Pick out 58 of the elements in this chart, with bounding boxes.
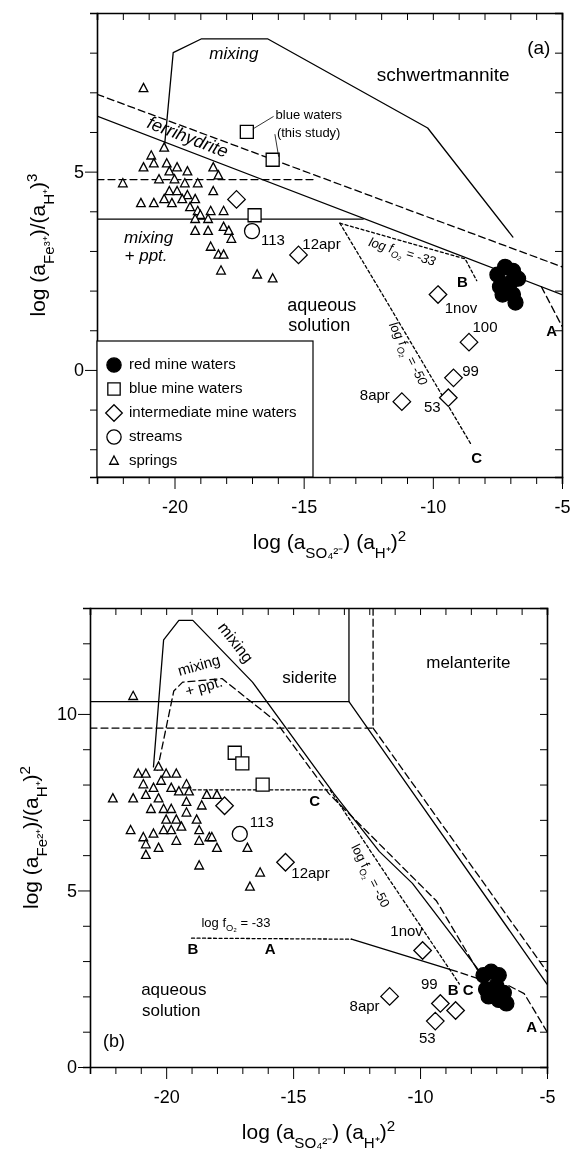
annotation: 99 — [462, 361, 479, 379]
annotation: aqueous — [287, 295, 357, 316]
x-tick-label: -15 — [280, 1086, 307, 1107]
annotation: 113 — [249, 812, 274, 830]
x-tick-label: -10 — [420, 496, 447, 517]
x-axis-title: log (a$_{SO₄²⁻}$) (a$_{H⁺}$)$^{2}$ — [241, 1116, 396, 1151]
annotation: C — [462, 981, 474, 999]
y-tick-label: 5 — [73, 161, 84, 182]
annotation: 8apr — [359, 385, 390, 403]
annotation: solution — [141, 1001, 201, 1021]
annotation: siderite — [282, 668, 338, 688]
annotation: 99 — [421, 975, 438, 993]
x-axis-title: log (a$_{SO₄²⁻}$) (a$_{H⁺}$)$^{2}$ — [252, 526, 407, 561]
annotation: mixing — [175, 650, 222, 679]
x-tick-label: -5 — [539, 1086, 556, 1107]
y-tick-label: 0 — [66, 1057, 77, 1078]
annotation: mixing — [209, 44, 260, 64]
annotation: 53 — [418, 1029, 436, 1047]
annotation: 100 — [472, 318, 498, 336]
annotation: 53 — [423, 397, 441, 415]
annotation: B — [187, 940, 199, 958]
x-tick-label: -10 — [407, 1086, 434, 1107]
annotation: aqueous — [141, 980, 207, 1000]
annotation: 12apr — [302, 234, 341, 252]
x-tick-label: -20 — [153, 1086, 180, 1107]
annotation: 1nov — [444, 298, 478, 316]
x-tick-label: -5 — [554, 496, 571, 517]
legend-label: intermediate mine waters — [129, 402, 297, 420]
annotation: C — [309, 792, 321, 810]
annotation: 1nov — [390, 922, 424, 940]
annotation: (this study) — [276, 125, 341, 141]
annotation: solution — [288, 315, 351, 336]
annotation: blue waters — [275, 107, 343, 123]
x-tick-label: -15 — [291, 496, 318, 517]
annotation: B — [457, 272, 469, 290]
annotation: A — [526, 1018, 538, 1036]
annotation: melanterite — [426, 653, 511, 673]
annotation: 8apr — [349, 997, 380, 1015]
annotation: C — [471, 449, 483, 467]
legend-label: blue mine waters — [129, 378, 243, 396]
y-tick-label: 10 — [56, 704, 77, 725]
annotation: A — [264, 940, 276, 958]
y-tick-label: 5 — [66, 880, 77, 901]
annotation: (a) — [527, 36, 551, 58]
annotation: 12apr — [291, 864, 330, 882]
annotation: A — [546, 322, 558, 340]
annotation: log f$_{O₂}$ = -33 — [201, 915, 271, 934]
x-tick-label: -20 — [161, 496, 189, 517]
annotation: + ppt. — [124, 246, 168, 266]
annotation: (b) — [103, 1031, 126, 1052]
legend-label: red mine waters — [129, 354, 236, 372]
legend-label: springs — [129, 450, 178, 468]
legend-label: streams — [129, 426, 183, 444]
y-tick-label: 0 — [73, 360, 84, 381]
annotation: B — [447, 981, 459, 999]
annotation: mixing — [124, 228, 174, 248]
annotation: 113 — [261, 231, 285, 249]
annotation: schwertmannite — [376, 64, 510, 86]
